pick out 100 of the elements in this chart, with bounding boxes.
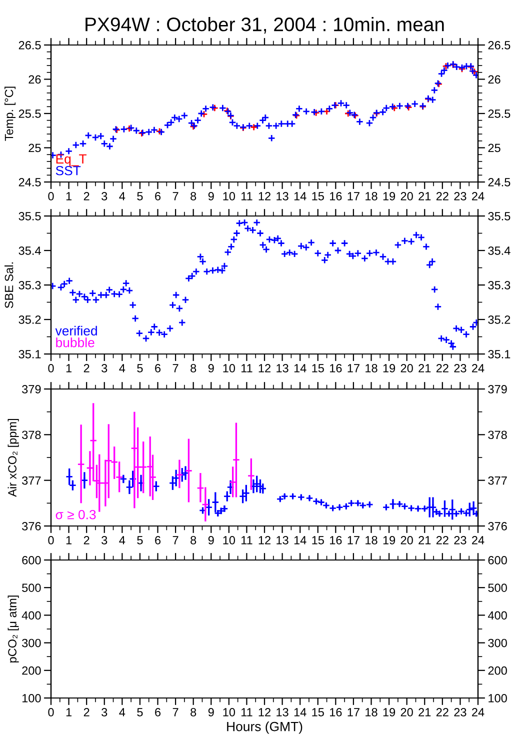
x-tick-label: 3: [102, 536, 108, 544]
x-tick-label: 20: [400, 708, 413, 716]
x-tick-label: 18: [366, 364, 378, 372]
chart-title: PX94W : October 31, 2004 : 10min. mean: [86, 17, 444, 34]
legend-label: bubble: [56, 338, 94, 348]
y-tick-label: 600: [22, 556, 41, 564]
x-tick-label: 10: [223, 536, 236, 544]
x-tick-label: 0: [48, 192, 54, 200]
x-tick-label: 21: [418, 536, 431, 544]
y2-tick-label: 35.2: [488, 316, 510, 324]
x-tick-label: 8: [190, 536, 196, 544]
x-tick-label: 24: [472, 708, 484, 716]
x-tick-label: 11: [241, 708, 252, 716]
y-tick-label: 378: [22, 430, 41, 440]
y2-tick-label: 379: [488, 385, 507, 394]
text: Eq_T: [56, 154, 87, 166]
x-tick-label: 14: [294, 364, 306, 372]
x-tick-label: 17: [348, 364, 360, 372]
y2-tick-label: 377: [488, 476, 507, 485]
x-tick-label: 0: [48, 708, 54, 716]
x-tick-label: 7: [172, 192, 178, 200]
y2-tick-label: 25: [488, 144, 500, 152]
y2-tick-label: 300: [488, 638, 507, 648]
y-tick-label: 300: [22, 638, 41, 648]
x-tick-label: 13: [276, 536, 288, 544]
y-tick-label: 24.5: [18, 178, 41, 186]
x-tick-label: 16: [330, 192, 342, 200]
x-tick-label: 24: [472, 364, 484, 372]
x-tick-label: 22: [436, 708, 448, 716]
y-tick-label: 379: [22, 385, 41, 394]
x-tick-label: 10: [223, 708, 236, 716]
y2-tick-label: 35.5: [488, 212, 510, 220]
y2-tick-label: 35.4: [488, 246, 510, 255]
y2-tick-label: 35.3: [488, 281, 510, 290]
x-tick-label: 1: [66, 708, 72, 716]
x-tick-label: 12: [258, 192, 270, 200]
y-axis-title: pCO₂ [μ atm]: [8, 596, 19, 662]
x-tick-label: 19: [383, 536, 396, 544]
x-tick-label: 14: [294, 708, 306, 716]
x-tick-label: 20: [400, 364, 413, 372]
x-tick-label: 7: [172, 536, 178, 544]
x-tick-label: 16: [330, 708, 342, 716]
x-tick-label: 18: [366, 536, 378, 544]
series-label: σ ≥ 0.3: [56, 510, 96, 520]
x-tick-label: 18: [366, 192, 378, 200]
x-tick-label: 3: [102, 192, 108, 200]
y-tick-label: 35.4: [18, 246, 41, 255]
x-tick-label: 23: [454, 536, 466, 544]
x-tick-label: 15: [312, 536, 324, 544]
x-tick-label: 1: [66, 192, 72, 200]
x-tick-label: 24: [472, 192, 484, 200]
x-tick-label: 1: [66, 364, 72, 372]
y-tick-label: 500: [22, 584, 41, 592]
x-tick-label: 10: [223, 364, 236, 372]
y-tick-label: 25.5: [18, 110, 41, 118]
y-tick-label: 35.5: [18, 212, 41, 220]
y2-tick-label: 378: [488, 430, 507, 440]
x-tick-label: 20: [400, 536, 413, 544]
x-tick-label: 9: [208, 536, 214, 544]
y2-tick-label: 26: [488, 75, 500, 84]
x-tick-label: 14: [294, 192, 306, 200]
y2-tick-label: 35.1: [488, 350, 510, 358]
x-tick-label: 9: [208, 364, 214, 372]
x-tick-label: 2: [84, 708, 90, 716]
x-tick-label: 7: [172, 364, 178, 372]
x-tick-label: 24: [472, 536, 484, 544]
x-tick-label: 2: [84, 364, 90, 372]
y2-tick-label: 24.5: [488, 178, 510, 186]
x-tick-label: 11: [241, 536, 252, 544]
x-tick-label: 11: [241, 364, 252, 372]
x-tick-label: 22: [436, 364, 448, 372]
x-tick-label: 16: [330, 536, 342, 544]
y-tick-label: 25: [28, 144, 41, 152]
x-tick-label: 23: [454, 192, 466, 200]
y2-tick-label: 200: [488, 666, 507, 675]
x-tick-label: 17: [348, 536, 360, 544]
y-tick-label: 400: [22, 611, 41, 620]
x-tick-label: 1: [66, 536, 72, 544]
y-tick-label: 26.5: [18, 41, 41, 50]
x-tick-label: 19: [383, 364, 396, 372]
x-tick-label: 9: [208, 192, 214, 200]
y-tick-label: 200: [22, 666, 41, 675]
x-tick-label: 0: [48, 536, 54, 544]
x-tick-label: 6: [155, 192, 161, 200]
x-tick-label: 6: [155, 708, 161, 716]
x-axis-title: Hours (GMT): [227, 722, 302, 734]
x-tick-label: 8: [190, 192, 196, 200]
y-tick-label: 26: [28, 75, 41, 84]
y2-tick-label: 600: [488, 556, 507, 564]
x-tick-label: 5: [137, 364, 143, 372]
x-tick-label: 15: [312, 708, 324, 716]
y2-tick-label: 376: [488, 522, 507, 530]
x-tick-label: 13: [276, 364, 288, 372]
x-tick-label: 19: [383, 192, 396, 200]
x-tick-label: 9: [208, 708, 214, 716]
x-tick-label: 4: [119, 536, 126, 544]
x-tick-label: 23: [454, 708, 466, 716]
x-tick-label: 22: [436, 192, 448, 200]
y2-tick-label: 25.5: [488, 110, 510, 118]
x-tick-label: 20: [400, 192, 413, 200]
